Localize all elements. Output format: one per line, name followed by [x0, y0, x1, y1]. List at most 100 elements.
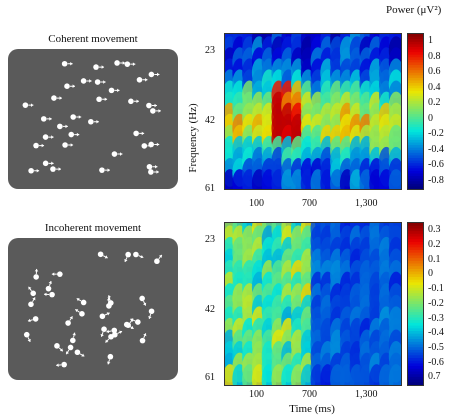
- colorbar-tick-label: -0.2: [428, 128, 444, 140]
- colorbar-swatch: [408, 34, 423, 38]
- colorbar-tick-label: 0: [428, 112, 433, 124]
- stimulus-dot: [57, 271, 63, 277]
- stimulus-dot: [125, 251, 131, 258]
- colorbar-swatch: [408, 258, 423, 262]
- colorbar-swatch: [408, 260, 423, 265]
- arrow-head: [49, 117, 52, 121]
- colorbar-tick-label: -0.6: [428, 159, 444, 171]
- stimulus-dot: [42, 134, 49, 140]
- colorbar-swatch: [408, 363, 423, 368]
- colorbar-swatch: [408, 36, 423, 41]
- colorbar-swatch: [408, 80, 423, 85]
- arrow-head: [124, 259, 128, 262]
- arrow-head: [89, 79, 92, 83]
- colorbar-swatch: [408, 368, 423, 373]
- arrow-head: [36, 168, 40, 173]
- colorbar-swatch: [408, 121, 423, 126]
- arrow-head: [59, 348, 63, 352]
- bottom-ytick-42: 42: [205, 304, 215, 315]
- colorbar-swatch: [408, 271, 423, 276]
- arrow-head: [70, 143, 74, 147]
- stimulus-dot: [68, 131, 75, 138]
- colorbar-swatch: [408, 349, 423, 354]
- colorbar-swatch: [408, 358, 423, 362]
- colorbar-swatch: [408, 150, 423, 154]
- colorbar-swatch: [408, 223, 423, 227]
- colorbar-swatch: [408, 252, 423, 257]
- colorbar-tick-label: -0.6: [428, 356, 444, 368]
- stimulus-dot: [62, 142, 68, 148]
- stimulus-dot: [79, 311, 85, 317]
- stimulus-dot: [107, 353, 114, 360]
- colorbar-swatch: [408, 160, 423, 165]
- colorbar-swatch: [408, 255, 423, 260]
- arrow-head: [130, 325, 134, 329]
- arrow-head: [34, 268, 39, 272]
- colorbar-swatch: [408, 85, 423, 90]
- colorbar-swatch: [408, 72, 423, 77]
- colorbar-tick-label: 0.7: [428, 371, 441, 383]
- colorbar-swatch: [408, 186, 423, 189]
- colorbar-tick-label: 0: [428, 268, 433, 280]
- arrow-head: [136, 99, 139, 104]
- colorbar-swatch: [408, 374, 423, 378]
- stimulus-dot: [65, 320, 71, 326]
- stimulus-dot: [33, 274, 39, 280]
- colorbar-swatch: [408, 77, 423, 82]
- colorbar-swatch: [408, 268, 423, 273]
- coherent-panel-title: Coherent movement: [48, 33, 138, 45]
- stimulus-dot: [139, 295, 145, 302]
- colorbar-swatch: [408, 352, 423, 357]
- arrow-head: [76, 132, 80, 137]
- top-colorbar: [407, 33, 424, 190]
- colorbar-swatch: [408, 44, 423, 48]
- colorbar-swatch: [408, 65, 423, 69]
- bottom-xtick-100: 100: [249, 389, 264, 400]
- colorbar-swatch: [408, 145, 423, 149]
- colorbar-swatch: [408, 239, 423, 243]
- colorbar-swatch: [408, 116, 423, 121]
- incoherent-stimulus-panel: [8, 238, 178, 380]
- top-ytick-61: 61: [205, 183, 215, 194]
- stimulus-dot: [146, 163, 153, 170]
- colorbar-swatch: [408, 328, 423, 332]
- colorbar-swatch: [408, 124, 423, 128]
- arrow-head: [103, 80, 106, 84]
- colorbar-swatch: [408, 90, 423, 95]
- stimulus-dot: [146, 102, 152, 109]
- top-xtick-700: 700: [302, 198, 317, 209]
- colorbar-swatch: [408, 49, 423, 54]
- colorbar-swatch: [408, 93, 423, 97]
- colorbar-swatch: [408, 142, 423, 147]
- colorbar-tick-label: 0.1: [428, 253, 441, 265]
- colorbar-swatch: [408, 274, 423, 278]
- bottom-heatmap-graphic: [225, 223, 401, 385]
- stimulus-dot: [61, 361, 67, 368]
- colorbar-tick-label: -0.3: [428, 312, 444, 324]
- stimulus-dot: [40, 116, 47, 122]
- colorbar-swatch: [408, 347, 423, 351]
- colorbar-swatch: [408, 62, 423, 66]
- colorbar-swatch: [408, 317, 423, 322]
- colorbar-swatch: [408, 366, 423, 370]
- stimulus-dot: [141, 143, 148, 149]
- arrow-head: [140, 254, 144, 259]
- colorbar-tick-label: 0.4: [428, 81, 441, 93]
- arrow-head: [96, 119, 99, 124]
- colorbar-swatch: [408, 106, 423, 110]
- colorbar-swatch: [408, 129, 423, 134]
- colorbar-swatch: [408, 244, 423, 249]
- colorbar-swatch: [408, 139, 423, 144]
- arrow-head: [158, 109, 161, 113]
- colorbar-swatch: [408, 360, 423, 365]
- colorbar-swatch: [408, 304, 423, 308]
- arrow-head: [117, 88, 120, 93]
- arrow-head: [104, 255, 108, 259]
- colorbar-tick-label: -0.8: [428, 174, 444, 186]
- colorbar-swatch: [408, 282, 423, 287]
- colorbar-swatch: [408, 233, 423, 238]
- arrow-head: [149, 144, 153, 148]
- y-axis-label: Frequency (Hz): [187, 103, 199, 173]
- colorbar-swatch: [408, 301, 423, 305]
- colorbar-swatch: [408, 336, 423, 341]
